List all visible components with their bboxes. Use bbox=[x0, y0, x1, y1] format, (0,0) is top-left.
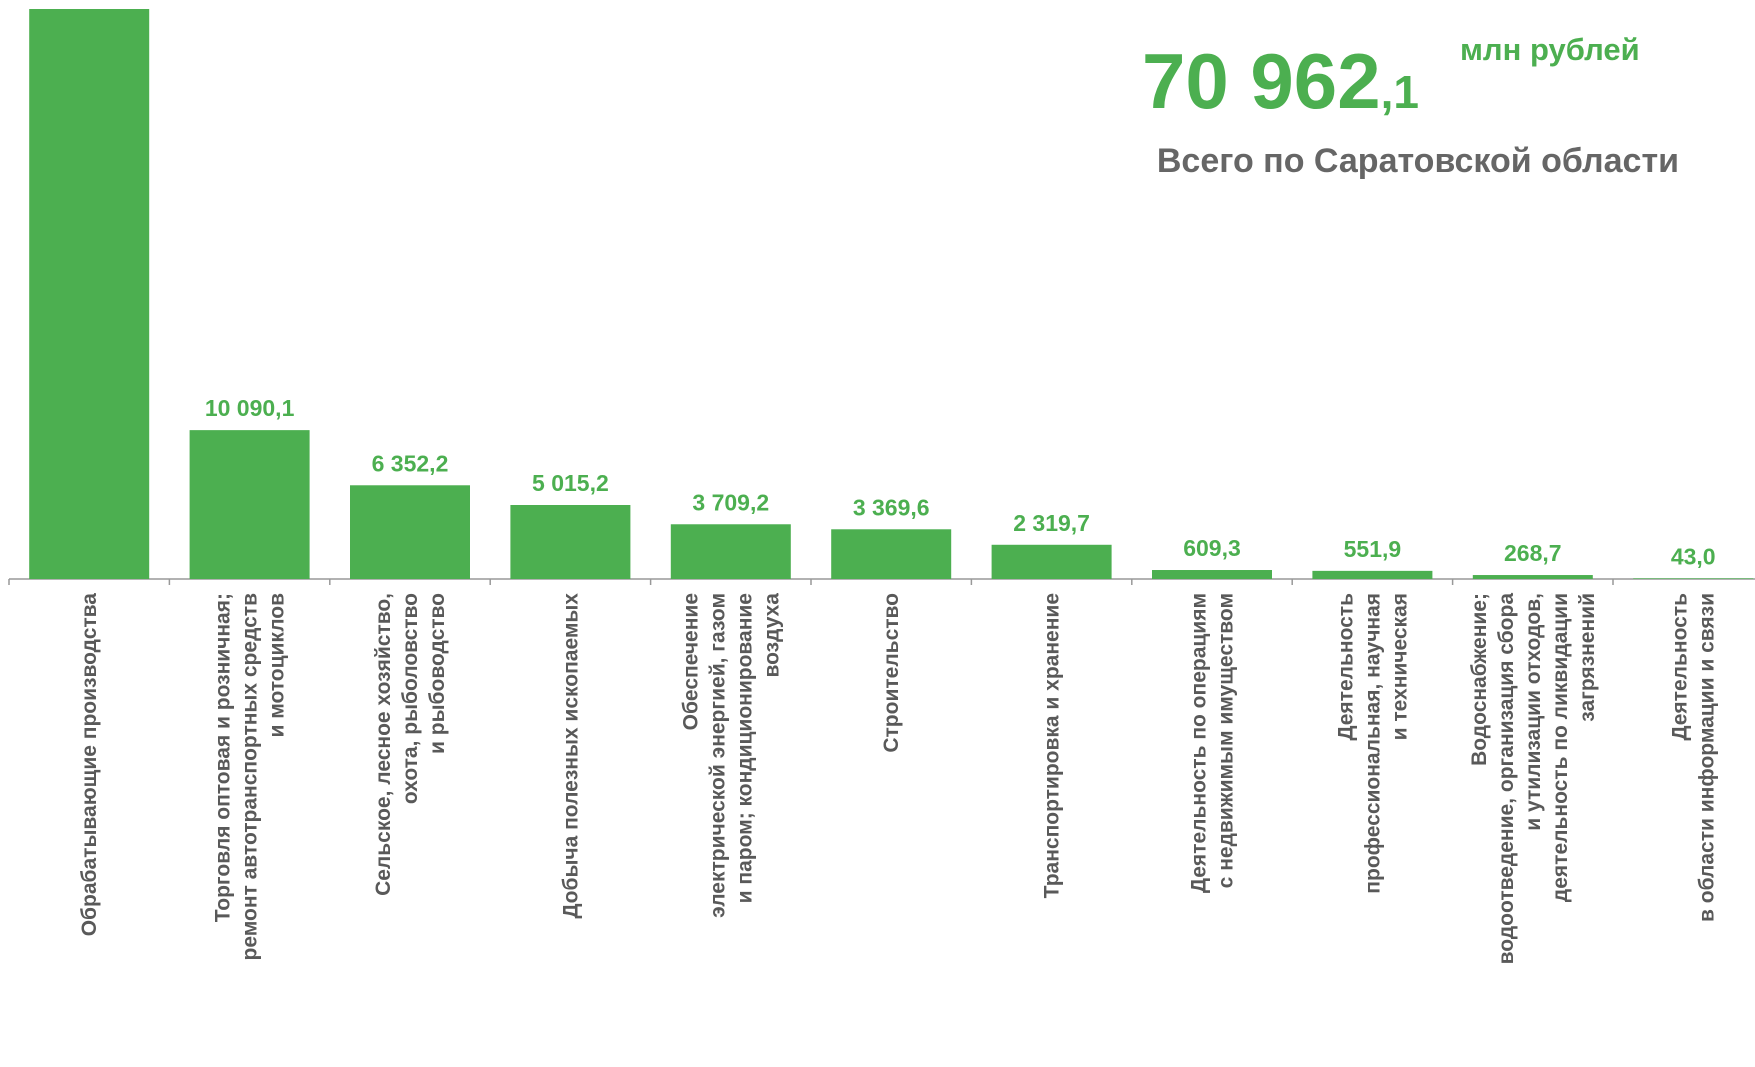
value-label: 5 015,2 bbox=[532, 470, 609, 496]
value-label: 6 352,2 bbox=[372, 450, 449, 476]
bar bbox=[29, 9, 150, 579]
bar bbox=[1312, 570, 1433, 579]
bar bbox=[991, 544, 1112, 579]
bar bbox=[350, 485, 470, 579]
bar bbox=[189, 430, 310, 579]
x-tick-label: Обеспечение электрической энергией, газом… bbox=[679, 593, 783, 918]
x-tick-label: Деятельность в области информации и связи bbox=[1669, 593, 1719, 922]
value-label: 268,7 bbox=[1504, 540, 1562, 566]
total: 70 962,1 bbox=[1142, 37, 1419, 125]
x-tick-label: Обрабатывающие производства bbox=[78, 593, 101, 937]
x-tick-label: Транспортировка и хранение bbox=[1041, 593, 1064, 898]
bar bbox=[1633, 578, 1754, 579]
bar bbox=[831, 529, 952, 579]
value-label: 43,0 bbox=[1671, 543, 1716, 569]
unit: млн рублей bbox=[1460, 32, 1640, 67]
value-label: 10 090,1 bbox=[205, 395, 295, 421]
x-tick-label: Торговля оптовая и розничная; ремонт авто… bbox=[212, 593, 289, 961]
value-label: 551,9 bbox=[1344, 536, 1402, 562]
x-tick-label: Добыча полезных ископаемых bbox=[559, 593, 582, 919]
bar bbox=[670, 524, 791, 579]
x-tick-label: Водоснабжение; водоотведение, организация… bbox=[1468, 593, 1599, 965]
value-label: 3 369,6 bbox=[853, 494, 930, 520]
value-label: 2 319,7 bbox=[1013, 510, 1090, 536]
x-tick-label: Сельское, лесное хозяйство, охота, рыболо… bbox=[372, 593, 449, 896]
bar bbox=[510, 505, 631, 579]
x-tick-label: Деятельность профессиональная, научная и т… bbox=[1334, 593, 1411, 894]
value-label: 3 709,2 bbox=[692, 489, 769, 515]
bar bbox=[1152, 570, 1272, 579]
value-label: 609,3 bbox=[1183, 535, 1241, 561]
bar bbox=[1472, 575, 1593, 579]
subtitle: Всего по Саратовской области bbox=[1157, 142, 1679, 180]
x-tick-label: Строительство bbox=[880, 593, 903, 753]
x-tick-label: Деятельность по операциям с недвижимым им… bbox=[1188, 593, 1238, 893]
